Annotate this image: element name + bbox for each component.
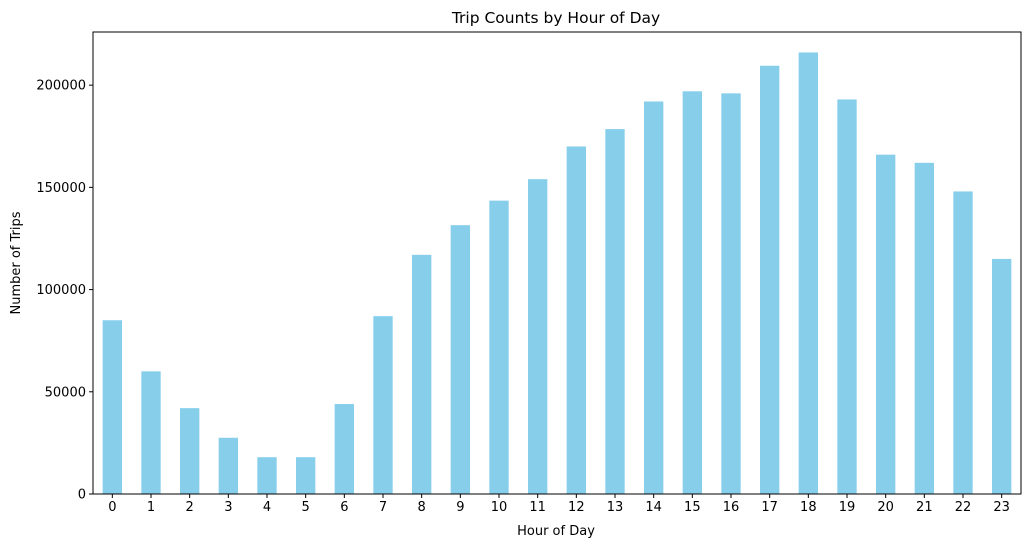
- x-tick-label: 14: [645, 500, 662, 515]
- x-tick-label: 8: [418, 500, 426, 515]
- x-tick-label: 18: [800, 500, 817, 515]
- bar-hour-0: [102, 320, 122, 494]
- x-tick-label: 7: [379, 500, 387, 515]
- x-tick-label: 17: [761, 500, 778, 515]
- x-tick-label: 23: [993, 500, 1010, 515]
- x-tick-label: 1: [147, 500, 155, 515]
- x-tick-label: 10: [491, 500, 508, 515]
- bar-hour-18: [798, 52, 818, 495]
- bar-hour-6: [334, 404, 354, 494]
- bar-hour-2: [180, 408, 200, 494]
- bar-hour-21: [914, 162, 934, 495]
- bar-hour-19: [837, 99, 857, 494]
- bar-hour-1: [141, 371, 161, 494]
- bar-hour-10: [489, 200, 509, 494]
- x-tick-label: 15: [684, 500, 701, 515]
- bar-hour-3: [218, 437, 238, 494]
- y-tick-label: 150000: [36, 181, 86, 196]
- bar-hour-8: [412, 254, 432, 494]
- y-tick-label: 200000: [36, 79, 86, 94]
- x-tick-label: 22: [955, 500, 972, 515]
- y-axis-label: Number of Trips: [9, 211, 24, 314]
- x-tick-label: 2: [186, 500, 194, 515]
- x-tick-label: 4: [263, 500, 271, 515]
- x-tick-label: 21: [916, 500, 933, 515]
- x-tick-label: 9: [456, 500, 464, 515]
- bar-hour-11: [528, 179, 548, 494]
- x-tick-label: 11: [529, 500, 546, 515]
- x-axis-label: Hour of Day: [517, 524, 595, 539]
- y-axis-ticks: 0 50000 100000 150000 200000: [36, 79, 93, 503]
- bar-hour-15: [682, 91, 702, 494]
- x-tick-label: 20: [877, 500, 894, 515]
- y-tick-label: 0: [78, 488, 86, 503]
- x-tick-label: 19: [839, 500, 856, 515]
- x-tick-label: 0: [108, 500, 116, 515]
- bar-hour-7: [373, 316, 393, 494]
- bar-hour-5: [296, 457, 316, 494]
- chart-title: Trip Counts by Hour of Day: [451, 9, 660, 27]
- y-tick-label: 100000: [36, 283, 86, 298]
- bar-hour-12: [566, 146, 586, 494]
- bar-hour-13: [605, 129, 625, 494]
- x-tick-label: 3: [224, 500, 232, 515]
- bar-hour-23: [992, 258, 1012, 494]
- bar-hour-20: [876, 154, 896, 495]
- bar-hour-16: [721, 93, 741, 495]
- bar-hour-4: [257, 457, 277, 494]
- bar-hour-14: [644, 101, 664, 494]
- x-axis-ticks: 0 1 2 3 4 5 6 7 8 9 10 11 12 13 14 15 16 17 18 19 20 21 22 23: [108, 494, 1010, 515]
- bar-hour-9: [450, 225, 470, 495]
- bar-hour-17: [760, 65, 780, 494]
- plot-frame: [92, 31, 1022, 495]
- x-tick-label: 6: [340, 500, 348, 515]
- x-tick-label: 13: [607, 500, 624, 515]
- bars-group: [102, 52, 1012, 495]
- bar-hour-22: [953, 191, 973, 494]
- x-tick-label: 16: [723, 500, 740, 515]
- x-tick-label: 12: [568, 500, 585, 515]
- x-tick-label: 5: [302, 500, 310, 515]
- y-tick-label: 50000: [45, 385, 86, 400]
